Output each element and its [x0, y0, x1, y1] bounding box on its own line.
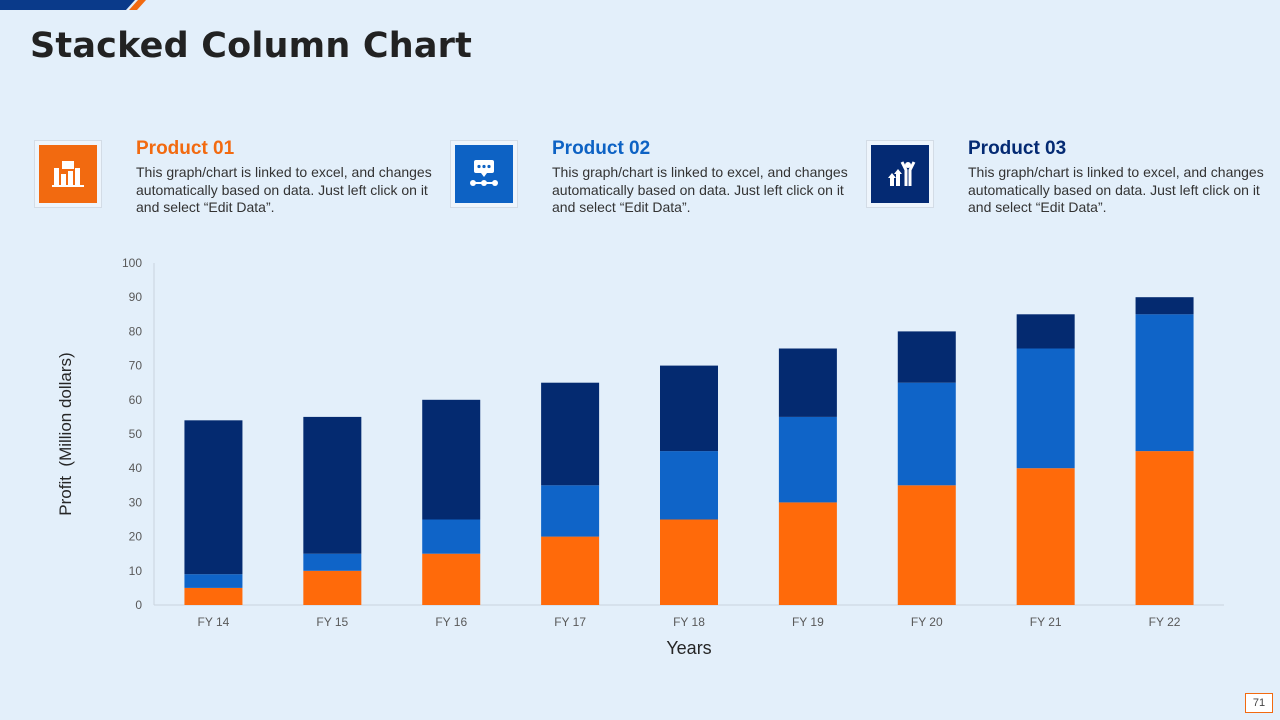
x-tick-label: FY 22: [1149, 615, 1181, 629]
product-icon-frame: [866, 140, 934, 208]
bar-segment-series-3: [1016, 314, 1075, 349]
x-tick-label: FY 18: [673, 615, 705, 629]
bar-segment-series-2: [1135, 314, 1194, 452]
bar-segment-series-2: [541, 485, 600, 537]
y-tick-label: 20: [129, 530, 143, 544]
bar-segment-series-2: [778, 416, 837, 503]
bar-segment-series-1: [541, 536, 600, 605]
x-axis-title: Years: [666, 638, 711, 658]
y-tick-label: 70: [129, 359, 143, 373]
x-tick-label: FY 16: [435, 615, 467, 629]
y-axis-title: Profit (Million dollars): [56, 352, 75, 515]
y-tick-label: 0: [135, 598, 142, 612]
bar-segment-series-3: [184, 420, 243, 575]
y-tick-label: 10: [129, 564, 143, 578]
y-tick-label: 40: [129, 461, 143, 475]
bar-segment-series-3: [660, 365, 718, 452]
product-description: This graph/chart is linked to excel, and…: [968, 164, 1264, 215]
bar-segment-series-1: [1016, 468, 1075, 605]
bar-segment-series-2: [303, 553, 362, 571]
bar-segment-series-2: [184, 574, 243, 588]
bar-segment-series-1: [660, 519, 718, 605]
bar-chart-icon: [39, 145, 97, 203]
growth-person-icon: [871, 145, 929, 203]
bar-segment-series-3: [778, 348, 837, 417]
product-icon-frame: [34, 140, 102, 208]
bar-segment-series-2: [1016, 348, 1075, 469]
bar-segment-series-1: [303, 570, 362, 605]
y-tick-label: 100: [122, 256, 142, 270]
x-tick-label: FY 15: [316, 615, 348, 629]
product-description: This graph/chart is linked to excel, and…: [136, 164, 432, 215]
bar-segment-series-1: [184, 587, 243, 605]
x-tick-label: FY 19: [792, 615, 824, 629]
bar-segment-series-1: [778, 502, 837, 605]
bar-segment-series-1: [1135, 451, 1194, 605]
bar-segment-series-3: [897, 331, 956, 383]
bar-segment-series-1: [897, 485, 956, 605]
product-icon-frame: [450, 140, 518, 208]
bar-segment-series-2: [422, 519, 481, 554]
product-description: This graph/chart is linked to excel, and…: [552, 164, 848, 215]
chat-network-icon: [455, 145, 513, 203]
x-tick-label: FY 14: [198, 615, 230, 629]
y-tick-label: 30: [129, 495, 143, 509]
x-tick-label: FY 21: [1030, 615, 1062, 629]
y-tick-label: 50: [129, 427, 143, 441]
y-tick-label: 80: [129, 324, 143, 338]
top-accent-bar: [0, 0, 146, 10]
bar-segment-series-2: [660, 451, 718, 520]
page-title: Stacked Column Chart: [30, 26, 473, 66]
bar-segment-series-3: [303, 416, 362, 554]
x-tick-label: FY 17: [554, 615, 586, 629]
product-title: Product 03: [968, 138, 1067, 159]
bar-segment-series-1: [422, 553, 481, 605]
bar-segment-series-3: [422, 399, 481, 520]
product-title: Product 02: [552, 138, 651, 159]
page-number: 71: [1245, 693, 1273, 713]
bar-segment-series-3: [541, 382, 600, 486]
product-title: Product 01: [136, 138, 235, 159]
y-tick-label: 90: [129, 290, 143, 304]
bar-segment-series-2: [897, 382, 956, 486]
x-tick-label: FY 20: [911, 615, 943, 629]
stacked-column-chart: 0 10 20 30 40 50 60 70 80 90 100 FY 14 FY 15 FY 16 FY …: [56, 256, 1224, 658]
y-tick-label: 60: [129, 393, 143, 407]
bar-segment-series-3: [1135, 297, 1194, 315]
